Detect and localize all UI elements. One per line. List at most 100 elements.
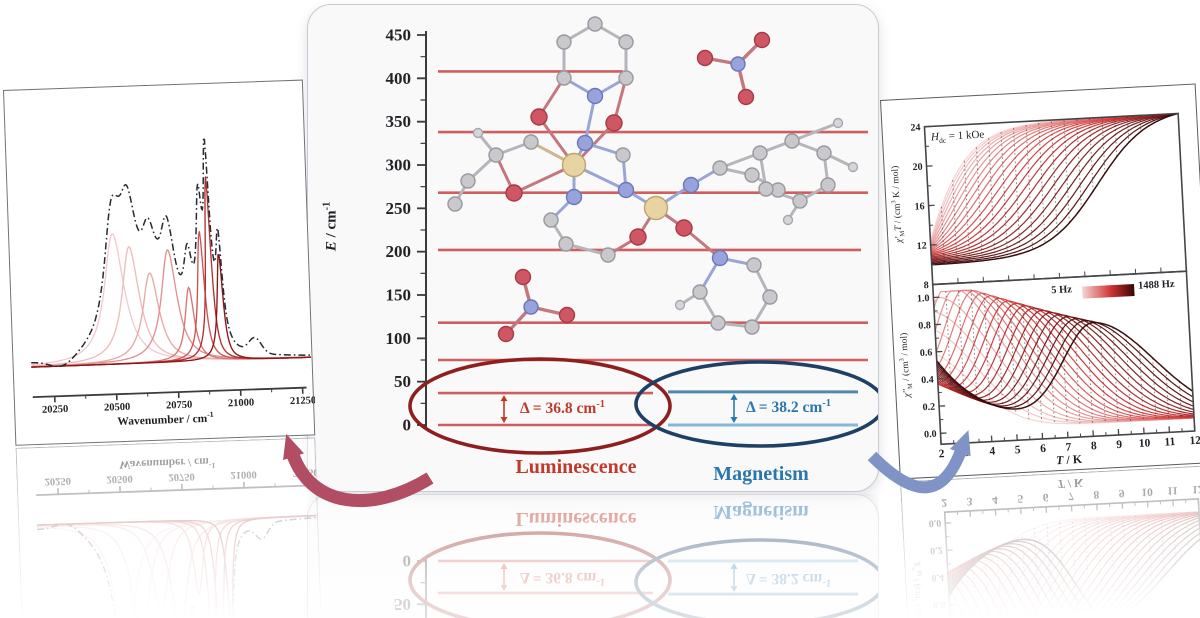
svg-text:7: 7 (1068, 489, 1075, 501)
blue-gap-arrow-head (730, 393, 738, 400)
atom (556, 70, 572, 86)
data-point-column (1152, 358, 1157, 420)
data-point-column (940, 206, 945, 264)
tick-label: 0.4 (921, 374, 934, 386)
atom (675, 219, 693, 237)
energy-axis-label: E / cm-1 (321, 201, 340, 252)
svg-text:10: 10 (1141, 485, 1153, 498)
data-point-column (952, 180, 958, 264)
tick-label: 20 (912, 162, 923, 174)
dc-field-annotation: Hdc = 1 kOe (930, 128, 985, 146)
luminescence-panel-wrap: 20250 20500 20750 21000 21250 Wavenumber / c… (3, 79, 326, 618)
nitrate-oxygen (514, 268, 532, 286)
atom (816, 145, 832, 161)
tick-label: 11 (1164, 436, 1176, 449)
svg-text:9: 9 (1119, 487, 1126, 499)
fit-peak (31, 254, 311, 368)
atom (712, 160, 728, 176)
nitrate-nitrogen (730, 56, 746, 72)
wavenumber-axis (32, 386, 307, 399)
tick-label: 3 (964, 447, 971, 459)
tick-label: 12 (916, 241, 927, 253)
luminescence-panel-reflection: 20250 20500 20750 21000 21250 Wavenumber / c… (15, 437, 326, 618)
atom (523, 134, 539, 150)
chi-imag-curve (937, 300, 1195, 418)
tick-label: 8 (923, 280, 929, 291)
tick-label: 0.8 (918, 320, 931, 332)
svg-text:20500: 20500 (106, 473, 133, 485)
magnetism-panel-wrap: 8 12 16 20 24 0.0 0.2 0.4 0.6 0.8 1.0 2 3 4 5 6 7 8 9 10 11 1… (880, 83, 1200, 618)
tick-label: 12 (1189, 435, 1200, 448)
tick-label: 16 (914, 201, 925, 213)
data-point-column (1126, 116, 1130, 143)
chiT-curve (931, 113, 1179, 266)
chi-imag-curve (937, 292, 1195, 420)
data-point-column (1060, 314, 1068, 424)
atom (587, 16, 603, 32)
luminescence-label: Luminescence (515, 456, 637, 478)
metal-atom (561, 152, 587, 178)
atom (710, 315, 726, 331)
tick-label: 0 (403, 416, 412, 435)
luminescence-spectrum-card: 20250 20500 20750 21000 21250 Wavenumber / c… (3, 79, 317, 446)
tick-label: 0.0 (924, 429, 937, 441)
atom (556, 34, 572, 50)
data-point-column (957, 290, 965, 396)
data-point-column (996, 297, 1004, 408)
tick-label: 9 (1116, 439, 1123, 451)
atom (792, 193, 808, 209)
nitrate-oxygen (753, 31, 771, 49)
tick-label: 20500 (104, 402, 131, 414)
fit-peak (31, 231, 311, 368)
svg-text:0: 0 (403, 552, 412, 571)
tick-label: 150 (386, 286, 412, 305)
atom (488, 147, 504, 163)
chiT-curve (931, 113, 1179, 258)
legend-low-freq: 5 Hz (1050, 284, 1073, 297)
chi-imag-curve (937, 302, 1195, 418)
tick-label: 0.6 (920, 347, 933, 359)
chiT-curve (931, 113, 1179, 264)
fit-peak (31, 272, 311, 368)
energy-diagram-panel-wrap: 0 50 100 150 200 250 300 350 400 450 E / cm-1 Δ =… (307, 4, 879, 618)
svg-text:21000: 21000 (230, 468, 257, 480)
metal-atom (643, 195, 669, 221)
chi-imag-curve (937, 307, 1194, 416)
tick-label: 5 (1015, 444, 1022, 456)
data-point-column (988, 138, 996, 260)
nitrate-nitrogen (523, 299, 539, 315)
atom (629, 228, 647, 246)
atom (820, 177, 836, 193)
atom (460, 173, 476, 189)
tick-label: 6 (1040, 443, 1047, 455)
tick-label: 0.2 (922, 402, 935, 414)
nitrate-oxygen (696, 49, 714, 67)
red-highlight-ellipse (408, 357, 672, 455)
data-point-column (1063, 120, 1070, 223)
data-point-column (1073, 317, 1081, 424)
atom (530, 108, 548, 126)
atom (744, 319, 760, 335)
data-point-column (1125, 335, 1132, 422)
svg-text:6: 6 (1042, 491, 1049, 503)
tick-label: 21000 (228, 397, 255, 409)
fit-peak (31, 246, 311, 367)
data-point-column (1086, 320, 1094, 424)
atom (615, 147, 631, 163)
data-point-column (1048, 311, 1055, 424)
atom (447, 196, 463, 212)
svg-text:8: 8 (1093, 488, 1100, 500)
tick-label: 24 (910, 122, 921, 134)
tick-label: 21250 (290, 395, 317, 407)
atom (618, 70, 634, 86)
chi-imag-curves (933, 289, 1195, 425)
atom (617, 181, 635, 199)
data-point-column (1178, 381, 1182, 419)
atom (558, 236, 574, 252)
blue-highlight-ellipse (634, 360, 878, 448)
atom (543, 212, 559, 228)
emission-spectrum-plot: 20250 20500 20750 21000 21250 (31, 138, 317, 416)
chi-imag-curve (936, 321, 1194, 410)
energy-level-diagram: 0 50 100 150 200 250 300 350 400 450 (386, 16, 878, 455)
